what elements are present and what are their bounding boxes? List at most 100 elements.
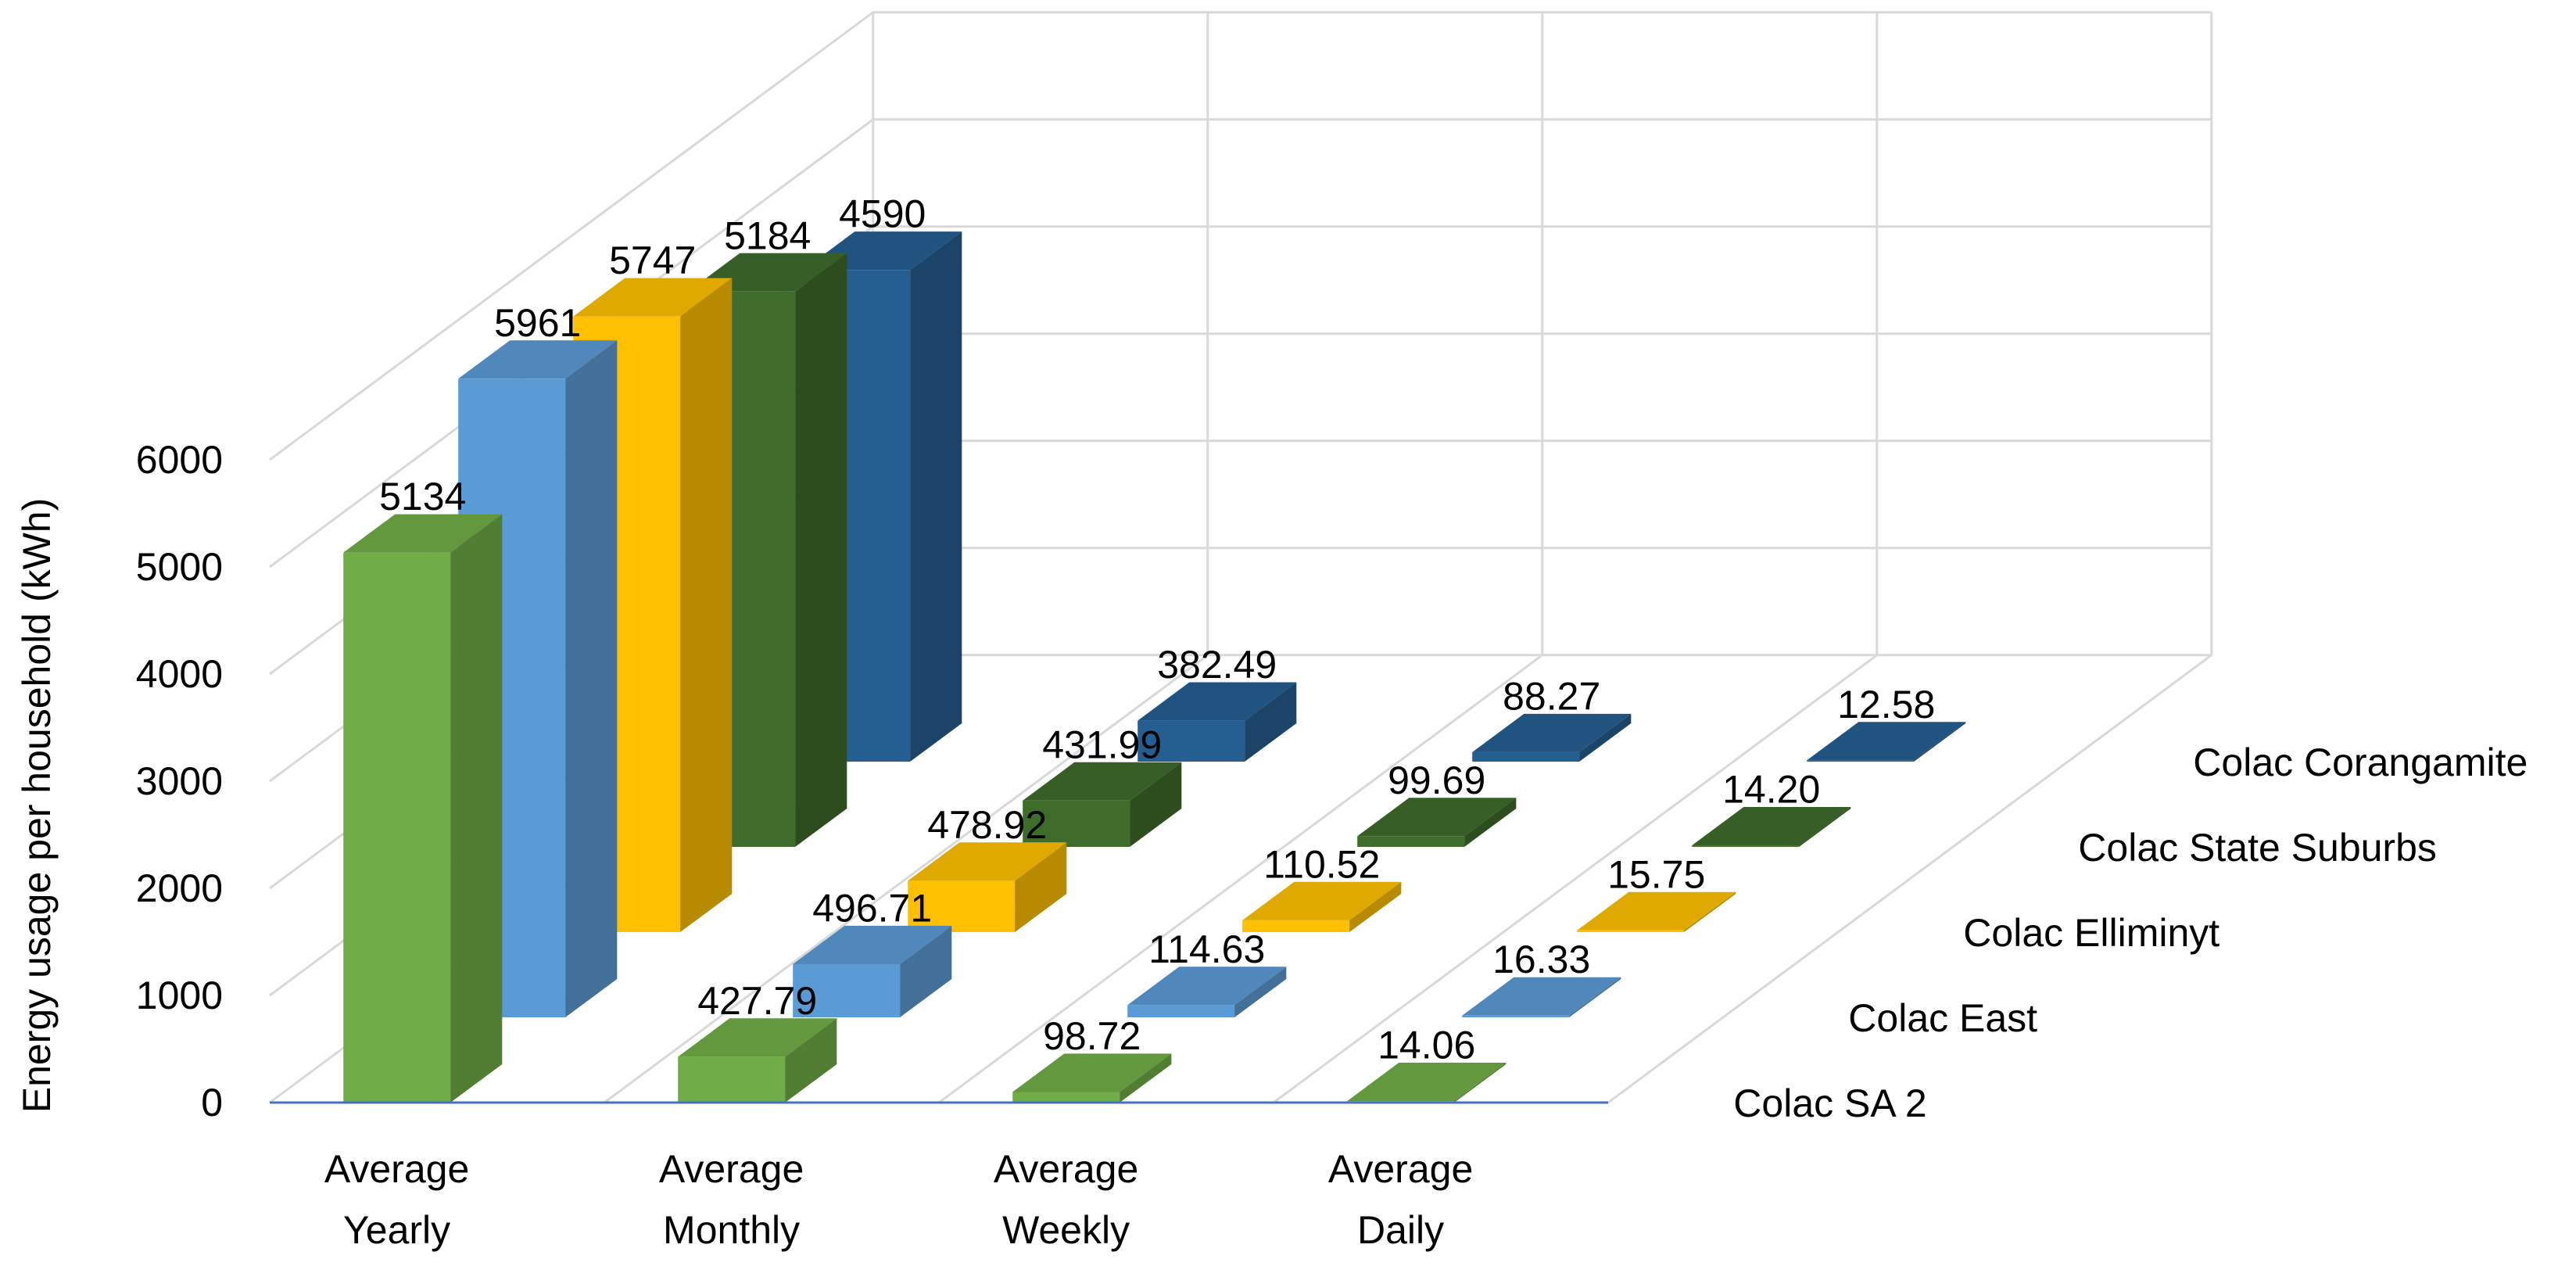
data-label: 5961 — [494, 301, 581, 345]
bar-top-face — [573, 278, 733, 317]
bar-top-face — [1472, 713, 1632, 752]
category-divider-4 — [1607, 12, 2213, 1104]
bar-front-face — [793, 964, 901, 1017]
category-divider-3 — [1273, 12, 1879, 1104]
bar-top-face — [1242, 881, 1402, 920]
bar-side-face — [910, 231, 962, 762]
bar-side-face — [1234, 967, 1287, 1017]
series-axis-label: Colac Corangamite — [2193, 741, 2528, 784]
data-label: 496.71 — [812, 886, 932, 930]
bar-front-face — [1242, 920, 1350, 932]
bar-front-face — [1472, 751, 1580, 762]
bar-front-face — [1138, 720, 1245, 762]
bar-side-face — [1130, 762, 1182, 847]
bar-top-face — [1692, 807, 1851, 846]
data-label: 5134 — [379, 475, 466, 518]
bar-side-face — [1579, 713, 1632, 762]
bar-side-face — [785, 1018, 837, 1103]
bar-colac-state-suburbs-2 — [1023, 762, 1182, 847]
x-tick-label: Average — [1328, 1147, 1473, 1191]
bar-colac-east-2 — [793, 925, 952, 1017]
bar-top-face — [1577, 891, 1736, 931]
bar-front-face — [678, 1056, 786, 1103]
bar-top-face — [1462, 977, 1621, 1016]
y-tick-label: 5000 — [136, 545, 223, 589]
data-label: 14.20 — [1722, 768, 1820, 812]
x-tick-label: Yearly — [343, 1208, 450, 1252]
data-label: 5747 — [609, 238, 696, 282]
y-tick-label: 4000 — [136, 652, 223, 696]
bar-side-face — [1569, 977, 1621, 1017]
y-tick-label: 1000 — [136, 974, 223, 1017]
data-label: 98.72 — [1043, 1014, 1141, 1058]
bar-top-face — [793, 925, 952, 964]
series-axis-label: Colac East — [1848, 996, 2037, 1040]
bar-side-face — [565, 340, 618, 1017]
data-label: 478.92 — [927, 803, 1047, 847]
data-label: 14.06 — [1378, 1024, 1475, 1067]
bar-top-face — [1023, 762, 1182, 801]
x-tick-label: Average — [994, 1147, 1138, 1191]
bar-top-face — [1138, 682, 1297, 721]
series-axis-label: Colac SA 2 — [1733, 1081, 1926, 1125]
bar-top-face — [458, 340, 618, 379]
bar-front-face — [1023, 800, 1130, 847]
bar-colac-east-3 — [1127, 967, 1287, 1017]
data-label: 110.52 — [1263, 842, 1380, 886]
bar-side-face — [795, 253, 847, 847]
bar-colac-corangamite-2 — [1138, 682, 1297, 762]
data-label: 4590 — [839, 192, 926, 236]
bar-colac-state-suburbs-3 — [1357, 798, 1517, 847]
bar-colac-sa-2-4 — [1347, 1063, 1507, 1103]
category-divider-1 — [604, 12, 1209, 1104]
data-label: 12.58 — [1837, 683, 1935, 726]
bar-colac-elliminyt-3 — [1242, 881, 1402, 932]
y-tick-label: 0 — [201, 1081, 223, 1124]
bar-colac-corangamite-4 — [1807, 722, 1966, 762]
bar-colac-corangamite-3 — [1472, 713, 1632, 762]
y-tick-label: 3000 — [136, 759, 223, 803]
bar-side-face — [680, 278, 733, 933]
bar-colac-sa-2-3 — [1012, 1053, 1172, 1103]
bar-side-face — [1464, 798, 1517, 847]
data-label: 5184 — [724, 213, 811, 257]
bar-side-face — [1914, 722, 1966, 762]
bar-top-face — [1357, 798, 1517, 837]
bar-front-face — [343, 552, 451, 1103]
bar-top-face — [1012, 1053, 1172, 1092]
bar-top-face — [678, 1018, 837, 1057]
bar-side-face — [450, 514, 503, 1103]
bar-colac-sa-2-2 — [678, 1018, 837, 1103]
y-axis-title: Energy usage per household (kWh) — [15, 498, 59, 1114]
bar-top-face — [1127, 967, 1287, 1006]
x-tick-label: Average — [324, 1147, 469, 1191]
bar-side-face — [1349, 881, 1402, 932]
bar-colac-elliminyt-2 — [908, 842, 1067, 932]
bar-colac-east-4 — [1462, 977, 1621, 1017]
bar-front-face — [1577, 930, 1685, 932]
bar-top-face — [1347, 1063, 1507, 1102]
data-label: 114.63 — [1148, 927, 1265, 971]
x-tick-label: Weekly — [1002, 1208, 1130, 1252]
chart-data-labels: 4590 382.49 88.27 12.58 5184 431.99 99.69 14.20… — [379, 192, 1935, 1067]
bar-top-face — [908, 842, 1067, 881]
category-divider-2 — [938, 12, 1544, 1104]
y-tick-label: 2000 — [136, 866, 223, 910]
bar-front-face — [1012, 1092, 1120, 1103]
series-axis-label: Colac State Suburbs — [2078, 826, 2437, 870]
bar-colac-state-suburbs-4 — [1692, 807, 1851, 847]
bar-colac-sa-2-1 — [343, 514, 503, 1103]
data-label: 427.79 — [697, 979, 817, 1023]
data-label: 15.75 — [1607, 852, 1705, 896]
series-axis-label: Colac Elliminyt — [1963, 911, 2220, 955]
bar-side-face — [1245, 682, 1297, 762]
chart-bars — [343, 231, 1966, 1103]
x-tick-label: Daily — [1357, 1208, 1444, 1252]
bar-side-face — [1799, 807, 1851, 847]
data-label: 99.69 — [1388, 759, 1485, 802]
data-label: 16.33 — [1492, 938, 1590, 981]
bar-front-face — [1692, 845, 1800, 847]
chart-axes: 0 1000 2000 3000 4000 5000 6000 Average Yearly Av… — [136, 438, 2528, 1252]
bar-front-face — [1127, 1005, 1235, 1017]
bar-side-face — [1015, 842, 1067, 932]
